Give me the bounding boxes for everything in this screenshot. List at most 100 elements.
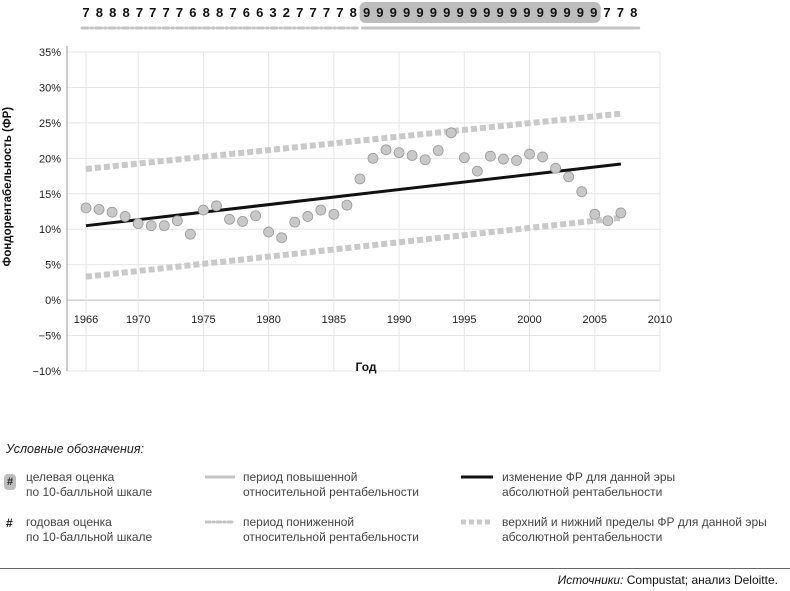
- x-tick-label: 1990: [387, 314, 411, 326]
- data-point: [302, 211, 314, 222]
- data-point: [315, 204, 327, 216]
- annual-score: 9: [376, 5, 383, 20]
- x-tick-label: 1975: [191, 314, 215, 326]
- annual-score: 9: [590, 5, 597, 20]
- data-point: [511, 155, 522, 166]
- data-point: [485, 150, 496, 162]
- data-point: [458, 152, 470, 164]
- annual-score: 9: [403, 5, 410, 20]
- annual-score: 9: [550, 5, 557, 20]
- data-point: [132, 218, 144, 229]
- legend-period-high: период повышенной относительной рентабел…: [243, 470, 419, 500]
- annual-score: 9: [483, 5, 490, 20]
- data-point: [393, 147, 405, 159]
- annual-score: 3: [269, 5, 276, 20]
- annual-score: 7: [163, 5, 170, 20]
- y-tick-label: −5%: [39, 331, 62, 343]
- annual-score: 9: [510, 5, 517, 20]
- data-point: [354, 173, 366, 185]
- y-tick-label: 15%: [39, 189, 61, 201]
- data-point: [602, 215, 614, 227]
- legend-title: Условные обозначения:: [6, 442, 144, 456]
- annual-score: 6: [256, 5, 263, 20]
- data-point: [615, 207, 627, 219]
- annual-score: 9: [563, 5, 570, 20]
- x-axis-label: Год: [356, 360, 377, 374]
- legend-period-low-line1: период пониженной: [243, 515, 355, 529]
- annual-score: 2: [283, 5, 290, 20]
- legend-target-score-line2: по 10-балльной шкале: [26, 485, 153, 499]
- annual-score: 8: [122, 5, 129, 20]
- y-tick-label: 25%: [39, 118, 61, 130]
- data-point: [198, 204, 209, 216]
- data-point: [563, 171, 575, 183]
- annual-score: 8: [216, 5, 223, 20]
- source-label: Источники:: [557, 573, 624, 587]
- data-point: [184, 228, 196, 240]
- annual-score: 9: [577, 5, 584, 20]
- x-tick-label: 1980: [256, 314, 280, 326]
- data-point: [406, 150, 418, 161]
- data-point: [289, 216, 301, 228]
- data-point: [537, 151, 548, 163]
- x-tick-label: 2005: [583, 314, 607, 326]
- data-point: [80, 202, 92, 214]
- annual-score: 7: [310, 5, 317, 20]
- y-axis-label: Фондорентабельность (ФР): [2, 107, 14, 267]
- legend-bounds-line1: верхний и нижний пределы ФР для данной э…: [502, 515, 767, 529]
- annual-score: 9: [537, 5, 544, 20]
- annual-score: 8: [203, 5, 210, 20]
- x-tick-label: 2000: [517, 314, 541, 326]
- annual-score: 6: [243, 5, 250, 20]
- legend-period-low: период пониженной относительной рентабел…: [243, 515, 419, 545]
- chart: 35% 30% 25% 20% 15% 10% 5% 0% −5% −10% 1966 1970 197…: [2, 2, 672, 378]
- x-tick-label: 1970: [126, 314, 150, 326]
- target-score-highlight: [359, 2, 601, 23]
- legend-annual-score-line2: по 10-балльной шкале: [26, 530, 153, 544]
- data-point: [445, 127, 457, 139]
- annual-score: 7: [176, 5, 183, 20]
- legend-annual-score: годовая оценка по 10-балльной шкале: [26, 515, 152, 545]
- legend-trend: изменение ФР для данной эры абсолютной р…: [502, 470, 675, 500]
- data-point: [263, 226, 275, 238]
- data-point: [250, 210, 261, 222]
- annual-score: 8: [96, 5, 103, 20]
- annual-score: 9: [456, 5, 463, 20]
- x-tick-label: 1985: [322, 314, 346, 326]
- x-tick-label: 1995: [452, 314, 476, 326]
- data-point: [471, 165, 483, 177]
- annual-score: 9: [497, 5, 504, 20]
- source-divider: [0, 568, 790, 569]
- data-point: [432, 145, 444, 156]
- data-point: [237, 216, 248, 227]
- legend-annual-score-line1: годовая оценка: [26, 515, 112, 529]
- annual-score: 8: [630, 5, 637, 20]
- annual-score: 7: [149, 5, 156, 20]
- legend-period-high-line2: относительной рентабельности: [243, 485, 419, 499]
- data-point: [145, 220, 157, 232]
- data-point: [367, 152, 379, 164]
- legend-trend-swatch: [461, 475, 493, 479]
- data-point: [276, 232, 288, 244]
- legend-trend-line2: абсолютной рентабельности: [502, 485, 663, 499]
- data-point: [576, 186, 588, 198]
- legend-bounds-line2: абсолютной рентабельности: [502, 530, 663, 544]
- data-point: [589, 208, 601, 220]
- data-point: [328, 208, 340, 220]
- data-point: [498, 153, 509, 165]
- y-tick-label: 5%: [45, 260, 61, 272]
- annual-score: 7: [296, 5, 303, 20]
- source-note: Источники: Compustat; анализ Deloitte.: [558, 573, 778, 587]
- x-tick-label: 2010: [648, 314, 672, 326]
- data-point: [93, 203, 105, 215]
- annual-score: 7: [336, 5, 343, 20]
- annual-score: 9: [470, 5, 477, 20]
- annual-score-swatch: #: [6, 516, 13, 530]
- y-tick-label: 30%: [39, 82, 61, 94]
- y-tick-label: 10%: [39, 224, 61, 236]
- data-point: [158, 220, 170, 232]
- data-point: [380, 144, 392, 156]
- annual-score: 9: [443, 5, 450, 20]
- legend-period-low-swatch: [205, 520, 235, 524]
- annual-score: 8: [350, 5, 357, 20]
